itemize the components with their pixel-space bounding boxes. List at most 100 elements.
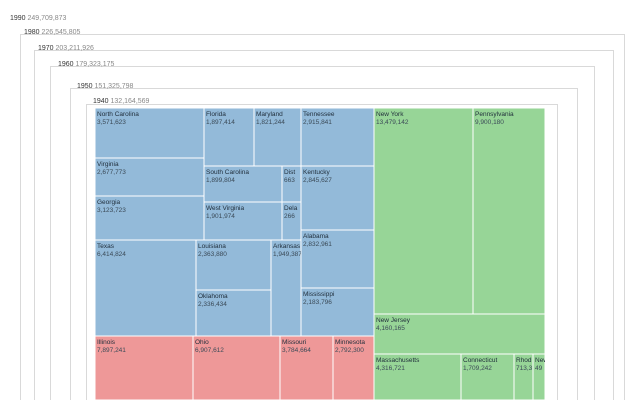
tile-rect[interactable] — [94, 239, 197, 337]
frame-total: 151,325,798 — [92, 83, 134, 90]
tile-value: 2,363,880 — [198, 251, 227, 258]
tile-label: New — [535, 357, 548, 364]
tile-value: 9,900,180 — [475, 119, 504, 126]
tile-label: Alabama — [303, 233, 329, 240]
tile-rect[interactable] — [373, 107, 474, 315]
frame-label-1980: 1980 226,545,805 — [24, 28, 80, 37]
tile-label: Oklahoma — [198, 293, 228, 300]
tile-label: Ohio — [195, 339, 209, 346]
frame-1940 — [86, 104, 558, 400]
tile-label: Georgia — [97, 199, 121, 206]
tile-label: Rhod — [516, 357, 532, 364]
frame-total: 179,323,175 — [73, 61, 115, 68]
tile-label: Pennsylvania — [475, 111, 514, 118]
tile-label: Dela — [284, 205, 298, 212]
frame-label-1990: 1990 249,709,873 — [10, 14, 66, 23]
frame-1970 — [34, 50, 614, 400]
tile-value: 2,183,796 — [303, 299, 332, 306]
tile-rect[interactable] — [192, 335, 281, 400]
tile-rect[interactable] — [300, 165, 375, 231]
tile-rect[interactable] — [300, 107, 375, 167]
tile-rect[interactable] — [332, 335, 375, 400]
tile-value: 2,845,627 — [303, 177, 332, 184]
tile-label: Mississippi — [303, 291, 334, 298]
tile-rect[interactable] — [195, 239, 272, 291]
tile-label: North Carolina — [97, 111, 139, 118]
tile-value: 1,821,244 — [256, 119, 285, 126]
tile-value: 1,709,242 — [463, 365, 492, 372]
frame-total: 203,211,926 — [53, 45, 94, 52]
tile-rect[interactable] — [203, 165, 283, 203]
tile-value: 4,316,721 — [376, 365, 405, 372]
tile-value: 49 — [535, 365, 543, 372]
frame-label-1970: 1970 203,211,926 — [38, 44, 94, 53]
tile-rect[interactable] — [203, 201, 283, 241]
tile-value: 6,907,612 — [195, 347, 224, 354]
tile-value: 1,901,974 — [206, 213, 235, 220]
tile-label: Tennessee — [303, 111, 335, 118]
tile-label: New York — [376, 111, 404, 118]
tile-rect[interactable] — [195, 289, 272, 337]
tile-label: Arkansas — [273, 243, 301, 250]
tile-value: 713,3 — [516, 365, 533, 372]
frame-1980 — [20, 34, 625, 400]
tile-label: New Jersey — [376, 317, 411, 324]
tile-label: Maryland — [256, 111, 283, 118]
tile-rect[interactable] — [94, 335, 194, 400]
frame-total: 226,545,805 — [39, 29, 81, 36]
frame-year: 1970 — [38, 45, 54, 52]
tile-value: 1,899,804 — [206, 177, 235, 184]
tile-value: 6,414,824 — [97, 251, 126, 258]
frame-year: 1950 — [77, 83, 93, 90]
tile-rect[interactable] — [279, 335, 334, 400]
frame-1960 — [50, 66, 595, 400]
tile-value: 663 — [284, 177, 295, 184]
tile-label: Virginia — [97, 161, 119, 168]
tile-value: 3,784,664 — [282, 347, 311, 354]
tile-rect[interactable] — [300, 287, 375, 337]
tile-value: 2,677,773 — [97, 169, 126, 176]
tile-label: Missouri — [282, 339, 306, 346]
tile-rect[interactable] — [532, 353, 546, 400]
tile-value: 1,897,414 — [206, 119, 235, 126]
tile-label: South Carolina — [206, 169, 249, 176]
tile-rect[interactable] — [472, 107, 546, 315]
tile-value: 7,897,241 — [97, 347, 126, 354]
frame-year: 1980 — [24, 29, 40, 36]
tile-rect[interactable] — [270, 239, 302, 337]
tile-label: Dist — [284, 169, 295, 176]
tile-label: West Virginia — [206, 205, 244, 212]
tile-label: Louisiana — [198, 243, 226, 250]
tile-rect[interactable] — [300, 229, 375, 289]
frame-1950 — [70, 88, 578, 400]
